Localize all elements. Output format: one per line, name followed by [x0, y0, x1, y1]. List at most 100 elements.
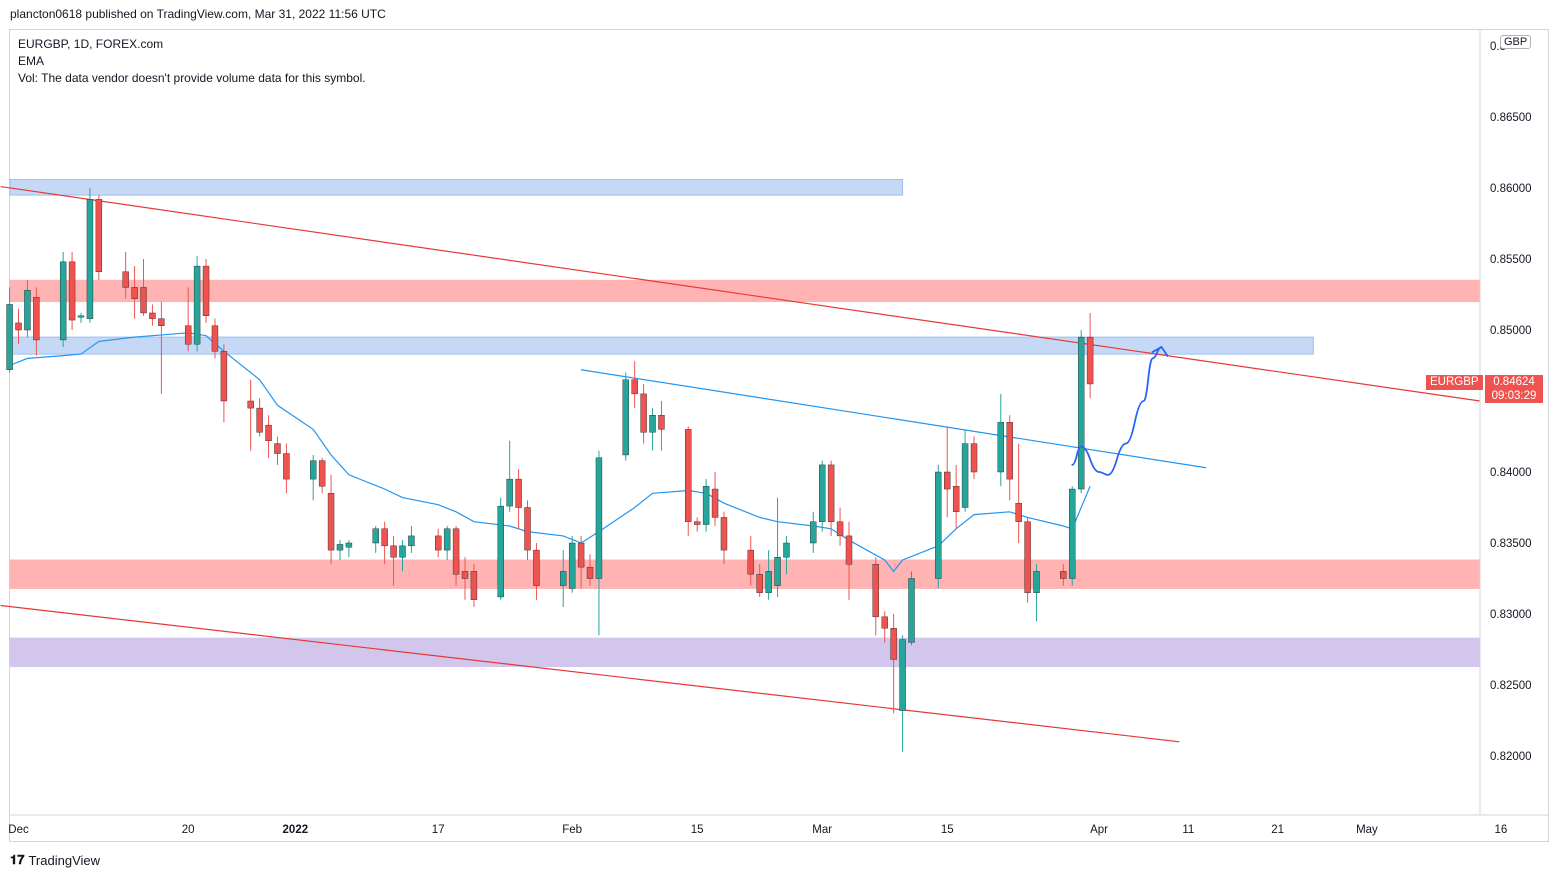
tradingview-logo[interactable]: 𝟏𝟕 TradingView	[10, 852, 100, 868]
candle-body[interactable]	[747, 549, 754, 575]
candle-body[interactable]	[836, 521, 844, 537]
candle-body[interactable]	[533, 549, 540, 586]
candle-body[interactable]	[220, 351, 228, 402]
candle-body[interactable]	[131, 287, 138, 299]
zone-blue-2[interactable]	[9, 336, 1314, 355]
candle-body[interactable]	[470, 571, 478, 601]
candle-body[interactable]	[443, 528, 451, 551]
candle-body[interactable]	[184, 325, 192, 345]
candle-body[interactable]	[461, 571, 469, 579]
candle-body[interactable]	[622, 379, 629, 456]
candle-body[interactable]	[872, 564, 879, 618]
candle-body[interactable]	[899, 639, 906, 711]
candle-body[interactable]	[685, 429, 692, 522]
candle-body[interactable]	[756, 574, 763, 593]
candle-body[interactable]	[890, 628, 897, 660]
candle-body[interactable]	[381, 528, 388, 547]
zone-blue-0[interactable]	[9, 178, 904, 196]
candle-body[interactable]	[193, 265, 201, 345]
candle-body[interactable]	[399, 545, 406, 558]
candle-body[interactable]	[935, 471, 942, 579]
candle-body[interactable]	[1015, 503, 1022, 522]
candle-body[interactable]	[658, 415, 665, 430]
candle-body[interactable]	[783, 542, 790, 558]
candle-body[interactable]	[693, 521, 701, 525]
candle-body[interactable]	[95, 199, 103, 272]
candle-body[interactable]	[1006, 422, 1013, 480]
candle-body[interactable]	[158, 318, 165, 326]
candle-body[interactable]	[560, 571, 567, 586]
projection-path[interactable]	[1071, 346, 1163, 476]
candle-body[interactable]	[309, 460, 317, 480]
candle-body[interactable]	[149, 312, 156, 319]
candle-body[interactable]	[819, 464, 826, 522]
candle-body[interactable]	[1086, 336, 1094, 385]
candle-body[interactable]	[6, 304, 13, 370]
trendline-red-0[interactable]	[0, 185, 1481, 402]
candle-body[interactable]	[640, 393, 647, 433]
candle-body[interactable]	[345, 542, 353, 548]
candle-body[interactable]	[274, 443, 281, 454]
legend-volume[interactable]: Vol: The data vendor doesn't provide vol…	[18, 71, 366, 85]
candle-body[interactable]	[577, 542, 585, 568]
candle-body[interactable]	[720, 517, 728, 551]
candle-body[interactable]	[24, 290, 31, 331]
candle-body[interactable]	[908, 578, 915, 643]
candle-body[interactable]	[702, 486, 710, 525]
trendline-blue-2[interactable]	[580, 369, 1207, 469]
candle-body[interactable]	[86, 199, 94, 319]
candle-body[interactable]	[202, 265, 210, 317]
candle-body[interactable]	[881, 616, 888, 629]
candle-body[interactable]	[68, 261, 76, 321]
candle-body[interactable]	[944, 471, 951, 490]
candle-body[interactable]	[122, 271, 129, 288]
candle-body[interactable]	[970, 443, 978, 473]
candle-body[interactable]	[649, 415, 656, 433]
candle-body[interactable]	[595, 457, 603, 579]
candle-body[interactable]	[247, 400, 254, 409]
ema-line[interactable]	[9, 332, 1091, 573]
currency-badge[interactable]: GBP	[1500, 35, 1532, 49]
candle-body[interactable]	[810, 521, 817, 544]
candle-body[interactable]	[952, 486, 960, 512]
candle-body[interactable]	[15, 322, 22, 331]
zone-purple-4[interactable]	[9, 637, 1481, 668]
candle-body[interactable]	[318, 460, 326, 487]
candle-body[interactable]	[336, 544, 344, 551]
legend-ema[interactable]: EMA	[18, 54, 45, 68]
candle-body[interactable]	[1033, 571, 1040, 593]
candle-body[interactable]	[59, 261, 67, 341]
candle-body[interactable]	[506, 478, 513, 507]
candle-body[interactable]	[372, 528, 379, 544]
candle-body[interactable]	[774, 557, 781, 586]
zone-red-3[interactable]	[9, 559, 1481, 589]
candle-body[interactable]	[265, 424, 272, 441]
candle-body[interactable]	[1024, 521, 1031, 593]
candle-body[interactable]	[827, 464, 835, 522]
candle-body[interactable]	[1069, 488, 1076, 579]
candle-body[interactable]	[408, 535, 415, 547]
candle-body[interactable]	[515, 478, 522, 508]
candle-body[interactable]	[765, 571, 772, 593]
candle-body[interactable]	[211, 325, 219, 352]
candle-body[interactable]	[283, 453, 290, 480]
candle-body[interactable]	[435, 535, 442, 551]
zone-red-1[interactable]	[9, 279, 1481, 303]
candle-body[interactable]	[961, 443, 969, 508]
candle-body[interactable]	[33, 297, 40, 341]
candle-body[interactable]	[711, 488, 719, 518]
candle-body[interactable]	[327, 493, 335, 551]
candle-body[interactable]	[586, 566, 594, 579]
candle-body[interactable]	[1077, 336, 1085, 490]
candle-body[interactable]	[631, 379, 638, 395]
candle-body[interactable]	[524, 507, 531, 551]
candle-body[interactable]	[452, 528, 460, 575]
candle-body[interactable]	[77, 315, 85, 318]
candle-body[interactable]	[1060, 571, 1067, 579]
trendline-red-1[interactable]	[0, 604, 1180, 743]
candle-body[interactable]	[845, 535, 853, 565]
candle-body[interactable]	[140, 287, 147, 314]
candle-body[interactable]	[997, 422, 1004, 473]
candle-body[interactable]	[497, 505, 504, 598]
